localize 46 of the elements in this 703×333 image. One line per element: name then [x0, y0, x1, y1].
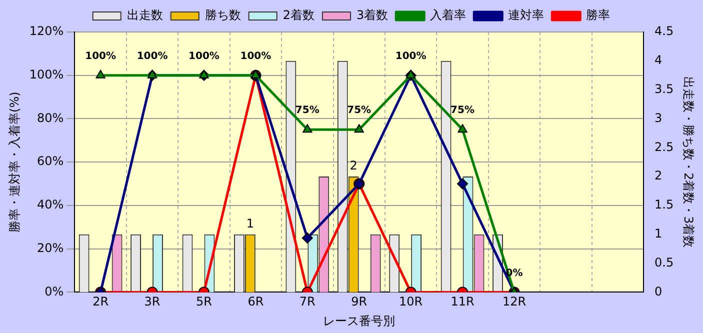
y2-tick-label: 1: [654, 226, 662, 241]
data-label: 100%: [395, 50, 426, 62]
y-tick-label: 0%: [44, 284, 64, 298]
y-axis-title: 勝率・連対率・入着率(%): [7, 92, 22, 232]
y2-tick-label: 4.5: [654, 24, 674, 38]
y2-tick-label: 4: [654, 53, 662, 68]
data-label: 100%: [240, 50, 272, 62]
x-tick-label: 11R: [450, 294, 474, 309]
x-tick-label: 3R: [144, 294, 160, 309]
data-label: 75%: [450, 105, 474, 116]
y-tick-label: 20%: [37, 240, 64, 255]
x-tick-label: 12R: [502, 294, 526, 309]
x-tick-label: 10R: [399, 294, 423, 309]
y2-axis-title: 出走数・勝ち数・2着数・3着数: [682, 76, 696, 248]
legend-label: 2着数: [282, 8, 315, 22]
legend-label: 入着率: [430, 8, 466, 22]
data-label: 2: [350, 158, 358, 173]
y-tick-label: 100%: [29, 67, 64, 82]
y-tick-label: 40%: [37, 198, 64, 212]
legend-label: 勝ち数: [204, 8, 241, 22]
y2-tick-label: 0: [654, 284, 662, 298]
x-tick-label: 9R: [351, 294, 368, 309]
y2-tick-label: 1.5: [654, 198, 674, 212]
x-axis-title: レース番号別: [323, 314, 396, 328]
data-label: 100%: [188, 50, 220, 62]
x-tick-label: 6R: [248, 294, 264, 309]
y-tick-label: 80%: [37, 110, 64, 125]
y2-tick-label: 0.5: [654, 255, 674, 270]
y2-tick-label: 2.5: [654, 140, 674, 154]
x-tick-label: 2R: [92, 294, 109, 309]
y2-tick-label: 2: [654, 168, 662, 183]
data-label: 1: [246, 216, 254, 231]
legend-label: 連対率: [508, 8, 544, 22]
data-label: 100%: [85, 50, 116, 62]
x-tick-label: 7R: [299, 294, 316, 309]
y-tick-label: 60%: [37, 154, 64, 168]
data-label: 75%: [295, 105, 320, 116]
y2-tick-label: 3.5: [654, 82, 674, 96]
data-label: 100%: [136, 50, 168, 62]
legend-label: 出走数: [126, 8, 163, 22]
legend-label: 勝率: [586, 8, 610, 22]
y-tick-label: 120%: [29, 24, 64, 38]
x-tick-label: 5R: [196, 294, 212, 309]
y2-tick-label: 3: [654, 110, 662, 125]
data-label: 75%: [347, 105, 372, 116]
legend-label: 3着数: [356, 8, 388, 22]
